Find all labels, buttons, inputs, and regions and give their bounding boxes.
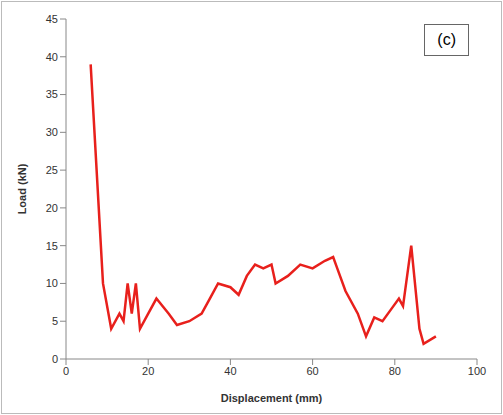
svg-text:10: 10 bbox=[46, 277, 58, 289]
svg-text:5: 5 bbox=[52, 315, 58, 327]
svg-text:40: 40 bbox=[224, 365, 236, 377]
svg-text:20: 20 bbox=[46, 202, 58, 214]
svg-text:0: 0 bbox=[52, 353, 58, 365]
svg-text:20: 20 bbox=[142, 365, 154, 377]
svg-text:0: 0 bbox=[63, 365, 69, 377]
svg-text:15: 15 bbox=[46, 240, 58, 252]
svg-text:Load (kN): Load (kN) bbox=[16, 163, 28, 214]
svg-text:35: 35 bbox=[46, 88, 58, 100]
svg-text:Displacement (mm): Displacement (mm) bbox=[221, 392, 323, 404]
svg-text:100: 100 bbox=[468, 365, 486, 377]
svg-text:80: 80 bbox=[389, 365, 401, 377]
svg-text:25: 25 bbox=[46, 164, 58, 176]
html-text:(c): (c) bbox=[437, 31, 456, 48]
svg-text:45: 45 bbox=[46, 13, 58, 25]
svg-text:40: 40 bbox=[46, 51, 58, 63]
svg-text:60: 60 bbox=[306, 365, 318, 377]
svg-text:30: 30 bbox=[46, 126, 58, 138]
